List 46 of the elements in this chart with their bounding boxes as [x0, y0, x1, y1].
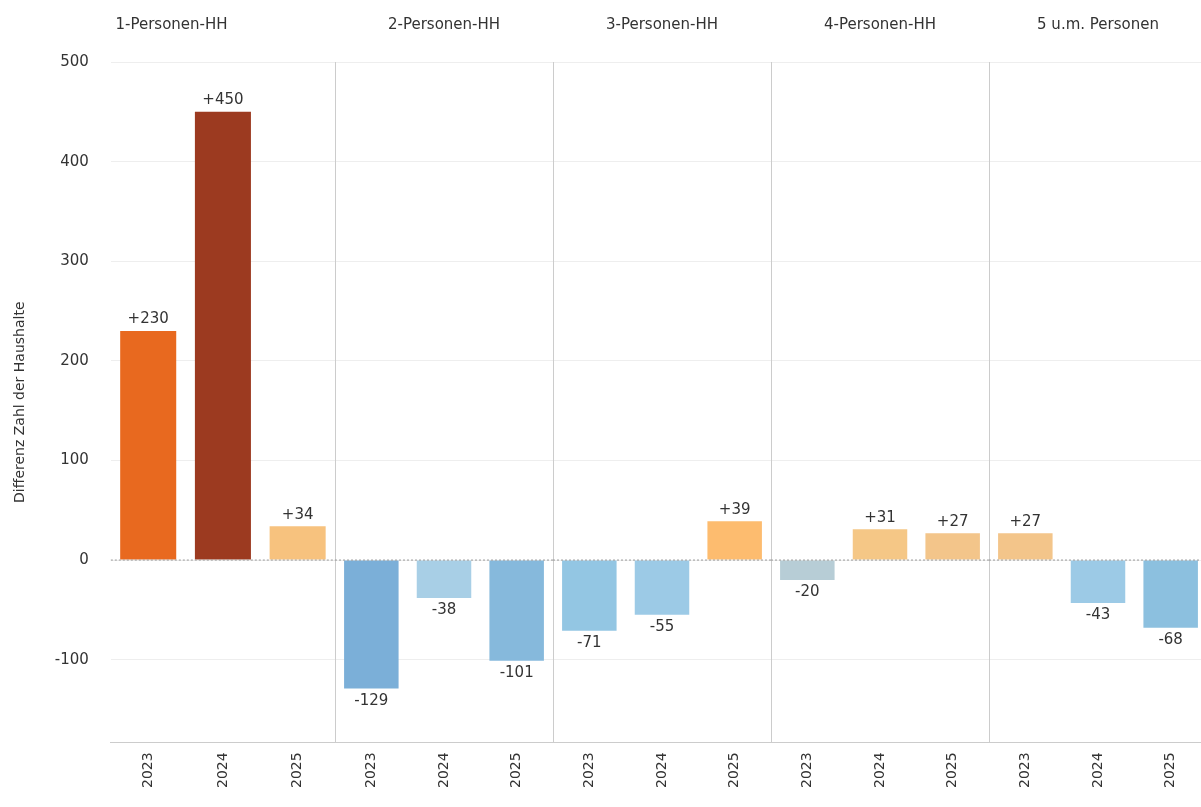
bar [120, 330, 177, 560]
data-label: +27 [1009, 511, 1042, 530]
x-tick-label: 2023 [579, 752, 596, 789]
data-label: -55 [649, 617, 675, 636]
data-label: -129 [354, 690, 389, 709]
y-tick-label: 0 [79, 549, 89, 568]
data-label: -71 [577, 633, 602, 652]
x-tick-label: 2023 [797, 752, 814, 789]
x-tick-label: 2025 [943, 752, 960, 789]
x-tick-label: 2025 [507, 752, 524, 789]
x-tick-label: 2024 [870, 752, 887, 789]
y-tick-label: 400 [60, 151, 89, 170]
x-tick-label: 2023 [138, 752, 155, 789]
y-tick-label: 300 [60, 251, 89, 270]
y-axis-title: Differenz Zahl der Haushalte [11, 301, 28, 503]
bar [194, 111, 251, 560]
x-tick-label: 2025 [725, 752, 742, 789]
data-label: +39 [718, 499, 751, 518]
x-tick-label: 2023 [1015, 752, 1032, 789]
data-label: +27 [936, 511, 969, 530]
data-label: +31 [864, 507, 896, 526]
x-tick-label: 2025 [1161, 752, 1178, 789]
x-tick-label: 2023 [361, 752, 378, 789]
x-tick-label: 2024 [434, 752, 451, 789]
x-tick-label: 2024 [213, 752, 230, 789]
chart-title: 1-Personen-HH [115, 14, 228, 33]
bar [269, 526, 326, 560]
y-tick-label: 200 [60, 350, 89, 369]
y-tick-label: 500 [60, 51, 89, 70]
data-label: +450 [202, 90, 244, 109]
data-label: -20 [795, 582, 820, 601]
chart-title: 3-Personen-HH [605, 14, 719, 33]
y-tick-label: 100 [60, 450, 89, 469]
data-label: -38 [431, 600, 457, 619]
chart-title: 5 u.m. Personen [1037, 14, 1159, 33]
chart-title: 2-Personen-HH [387, 14, 501, 33]
data-label: -43 [1085, 605, 1111, 624]
data-label: -68 [1158, 630, 1183, 649]
x-tick-label: 2025 [288, 752, 305, 789]
y-tick-label: -100 [54, 649, 89, 668]
x-tick-label: 2024 [652, 752, 669, 789]
data-label: +34 [281, 504, 314, 523]
data-label: -101 [499, 663, 534, 682]
x-tick-label: 2024 [1088, 752, 1105, 789]
data-label: +230 [127, 309, 169, 328]
chart-title: 4-Personen-HH [823, 14, 937, 33]
